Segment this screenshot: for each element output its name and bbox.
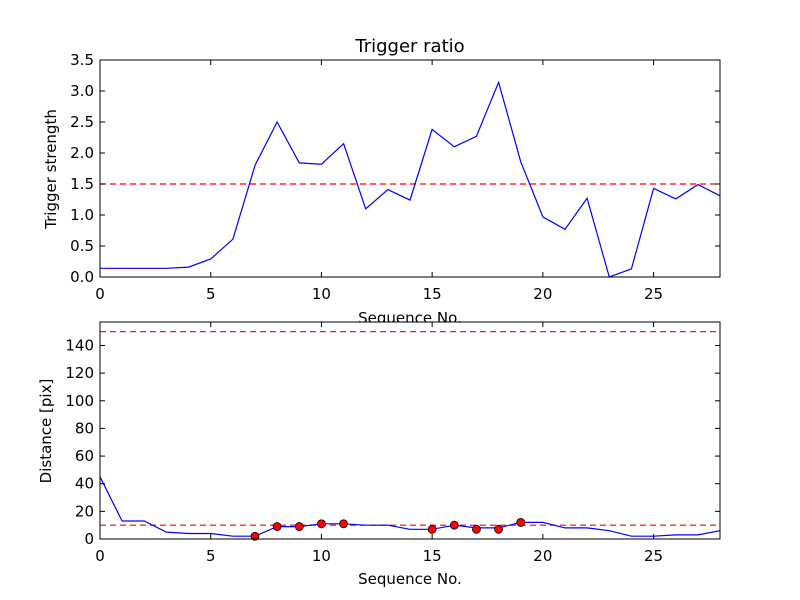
x-tick-label: 0 xyxy=(95,547,105,565)
bottom-subplot: 0 5 10 15 20 25 0 20 40 60 80 100 120 140 Sequence N… xyxy=(37,321,721,588)
series-line xyxy=(100,80,721,278)
x-tick-label: 0 xyxy=(95,285,105,303)
data-point-marker xyxy=(449,520,459,530)
y-ticks: 0.0 0.5 1.0 1.5 2.0 2.5 3.0 3.5 xyxy=(70,51,720,286)
y-tick-label: 120 xyxy=(65,364,94,382)
x-axis-label: Sequence No. xyxy=(358,570,462,588)
x-tick-label: 25 xyxy=(644,547,663,565)
data-point-marker xyxy=(427,524,437,534)
y-ticks: 0 20 40 60 80 100 120 140 xyxy=(65,336,720,548)
x-tick-label: 20 xyxy=(533,547,552,565)
y-tick-label: 1.0 xyxy=(70,206,94,224)
y-tick-label: 80 xyxy=(75,419,94,437)
data-point-marker xyxy=(317,519,326,529)
x-tick-label: 10 xyxy=(312,547,331,565)
data-point-marker xyxy=(272,522,282,531)
data-point-marker xyxy=(472,524,481,534)
y-tick-label: 60 xyxy=(75,447,94,465)
x-tick-label: 5 xyxy=(206,547,216,565)
point-markers xyxy=(250,518,526,541)
y-tick-label: 3.5 xyxy=(70,51,94,69)
x-tick-label: 25 xyxy=(644,285,663,303)
x-tick-label: 20 xyxy=(533,285,552,303)
data-point-marker xyxy=(250,531,260,541)
chart-title: Trigger ratio xyxy=(354,36,464,57)
y-axis-label: Trigger strength xyxy=(42,109,60,230)
y-tick-label: 100 xyxy=(65,392,94,410)
x-tick-label: 5 xyxy=(206,285,216,303)
top-subplot: Trigger ratio 0 5 10 15 20 25 0.0 0.5 1.0 1.5 2.0… xyxy=(42,36,721,327)
x-tick-label: 15 xyxy=(423,547,442,565)
x-ticks: 0 5 10 15 20 25 xyxy=(95,60,663,303)
data-point-marker xyxy=(516,518,526,527)
plot-area xyxy=(100,322,720,539)
y-tick-label: 40 xyxy=(75,475,94,493)
data-point-marker xyxy=(294,522,304,531)
y-tick-label: 1.5 xyxy=(70,175,94,193)
plot-area xyxy=(100,60,720,277)
series-lines xyxy=(99,476,721,537)
axes-frame xyxy=(99,59,721,278)
y-axis-label: Distance [pix] xyxy=(37,379,55,484)
y-tick-label: 2.5 xyxy=(70,113,94,131)
data-point-marker xyxy=(494,524,503,534)
series-lines xyxy=(100,80,721,278)
series-line xyxy=(99,476,721,537)
y-tick-label: 140 xyxy=(65,336,94,354)
x-ticks: 0 5 10 15 20 25 xyxy=(95,322,663,565)
threshold-lines xyxy=(100,331,720,526)
y-tick-label: 0.5 xyxy=(70,237,94,255)
y-tick-label: 0.0 xyxy=(70,268,94,286)
x-tick-label: 10 xyxy=(312,285,331,303)
y-tick-label: 3.0 xyxy=(70,82,94,100)
axes-frame xyxy=(99,321,721,540)
data-point-marker xyxy=(339,519,348,529)
x-tick-label: 15 xyxy=(423,285,442,303)
y-tick-label: 0 xyxy=(84,530,94,548)
y-tick-label: 2.0 xyxy=(70,144,94,162)
y-tick-label: 20 xyxy=(75,502,94,520)
